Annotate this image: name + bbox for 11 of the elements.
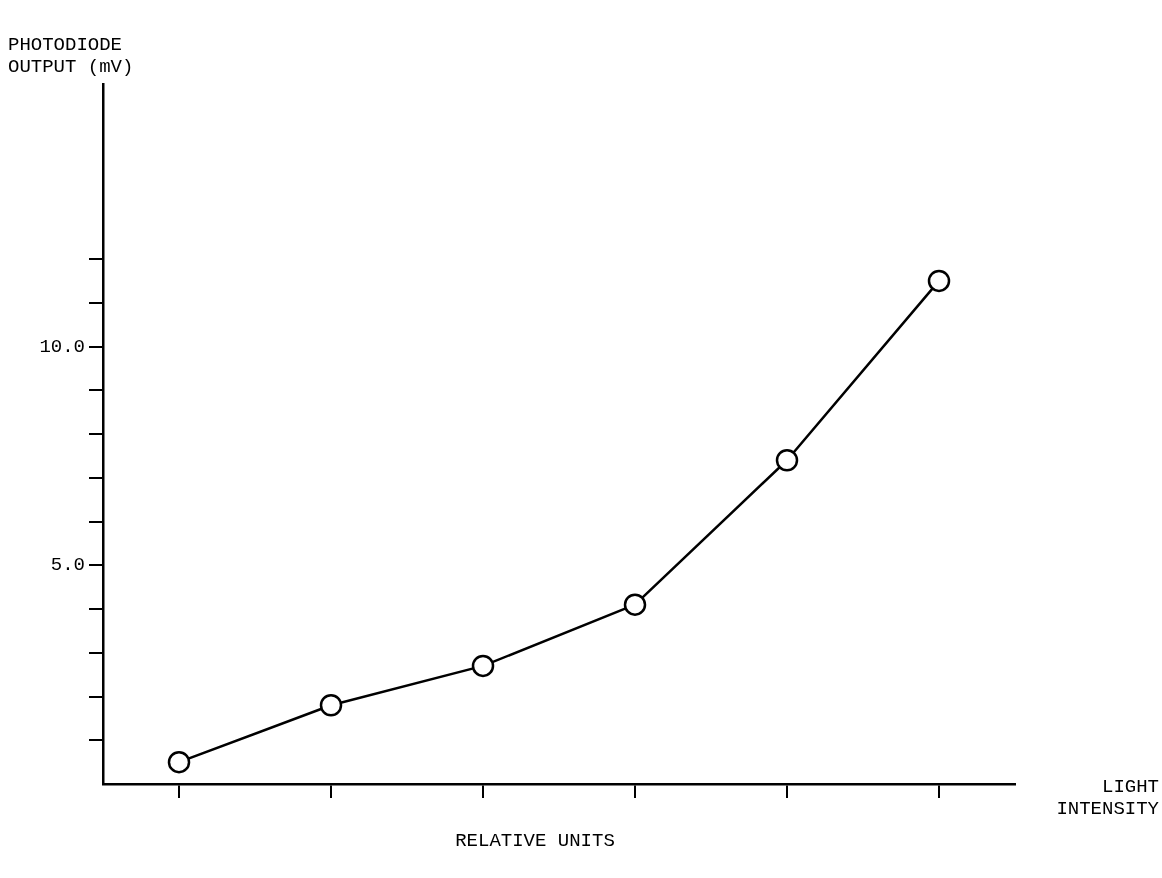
y-tick-label: 10.0 — [39, 335, 85, 358]
point — [775, 449, 799, 472]
point — [927, 269, 951, 293]
point — [623, 593, 647, 616]
y-tick-label: 5.0 — [50, 554, 85, 577]
point — [471, 654, 495, 678]
point — [319, 694, 343, 717]
text: RELATIVE UNITS — [454, 830, 616, 852]
y-axis-title: PHOTODIODE OUTPUT (mV) — [8, 34, 135, 78]
point — [167, 750, 191, 774]
x-axis-title: LIGHT INTENSITY — [1055, 776, 1159, 820]
